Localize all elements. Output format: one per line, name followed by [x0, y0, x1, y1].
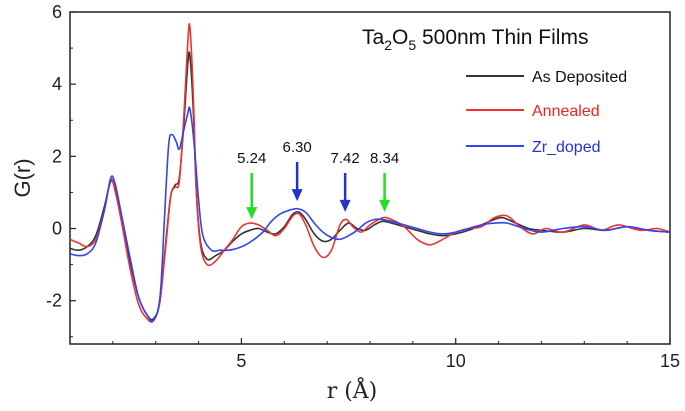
- legend-label-as-deposited: As Deposited: [532, 69, 627, 86]
- title-part-5: 500nm Thin Films: [416, 26, 588, 49]
- title-part-1: Ta: [362, 26, 385, 49]
- y-tick-label: 4: [52, 74, 62, 94]
- peak-label: 5.24: [237, 150, 266, 167]
- x-tick-label: 15: [660, 351, 680, 371]
- legend-label-zr-doped: Zr_doped: [532, 139, 601, 156]
- peak-arrow-head: [246, 207, 258, 220]
- tick-layer: 5 10 15 -2 0 2 4 6: [46, 2, 680, 371]
- chart-title: Ta2O5 500nm Thin Films: [362, 26, 588, 53]
- peak-arrow-head: [291, 189, 303, 202]
- peak-label: 6.30: [283, 139, 312, 156]
- series-layer: [69, 23, 671, 323]
- y-tick-label: -2: [46, 291, 62, 311]
- legend: As Deposited Annealed Zr_doped: [466, 69, 627, 156]
- series-line-as-deposited: [69, 51, 671, 321]
- x-tick-label: 5: [236, 351, 246, 371]
- title-part-4: 5: [408, 37, 416, 53]
- x-tick-label: 10: [446, 351, 466, 371]
- series-line-zr-doped: [69, 106, 671, 323]
- y-axis-label: G(r): [10, 158, 35, 197]
- y-tick-label: 0: [52, 219, 62, 239]
- title-part-3: O: [392, 26, 408, 49]
- legend-label-annealed: Annealed: [532, 103, 600, 120]
- y-tick-label: 6: [52, 2, 62, 22]
- peak-arrow-head: [379, 199, 391, 212]
- peak-label: 7.42: [331, 150, 360, 167]
- title-part-2: 2: [384, 37, 392, 53]
- y-tick-label: 2: [52, 146, 62, 166]
- x-axis-label: r (Å): [327, 376, 378, 404]
- peak-arrow-head: [339, 199, 351, 212]
- peak-label: 8.34: [370, 150, 399, 167]
- annotation-layer: 5.24 6.30 7.42 8.34: [237, 139, 399, 220]
